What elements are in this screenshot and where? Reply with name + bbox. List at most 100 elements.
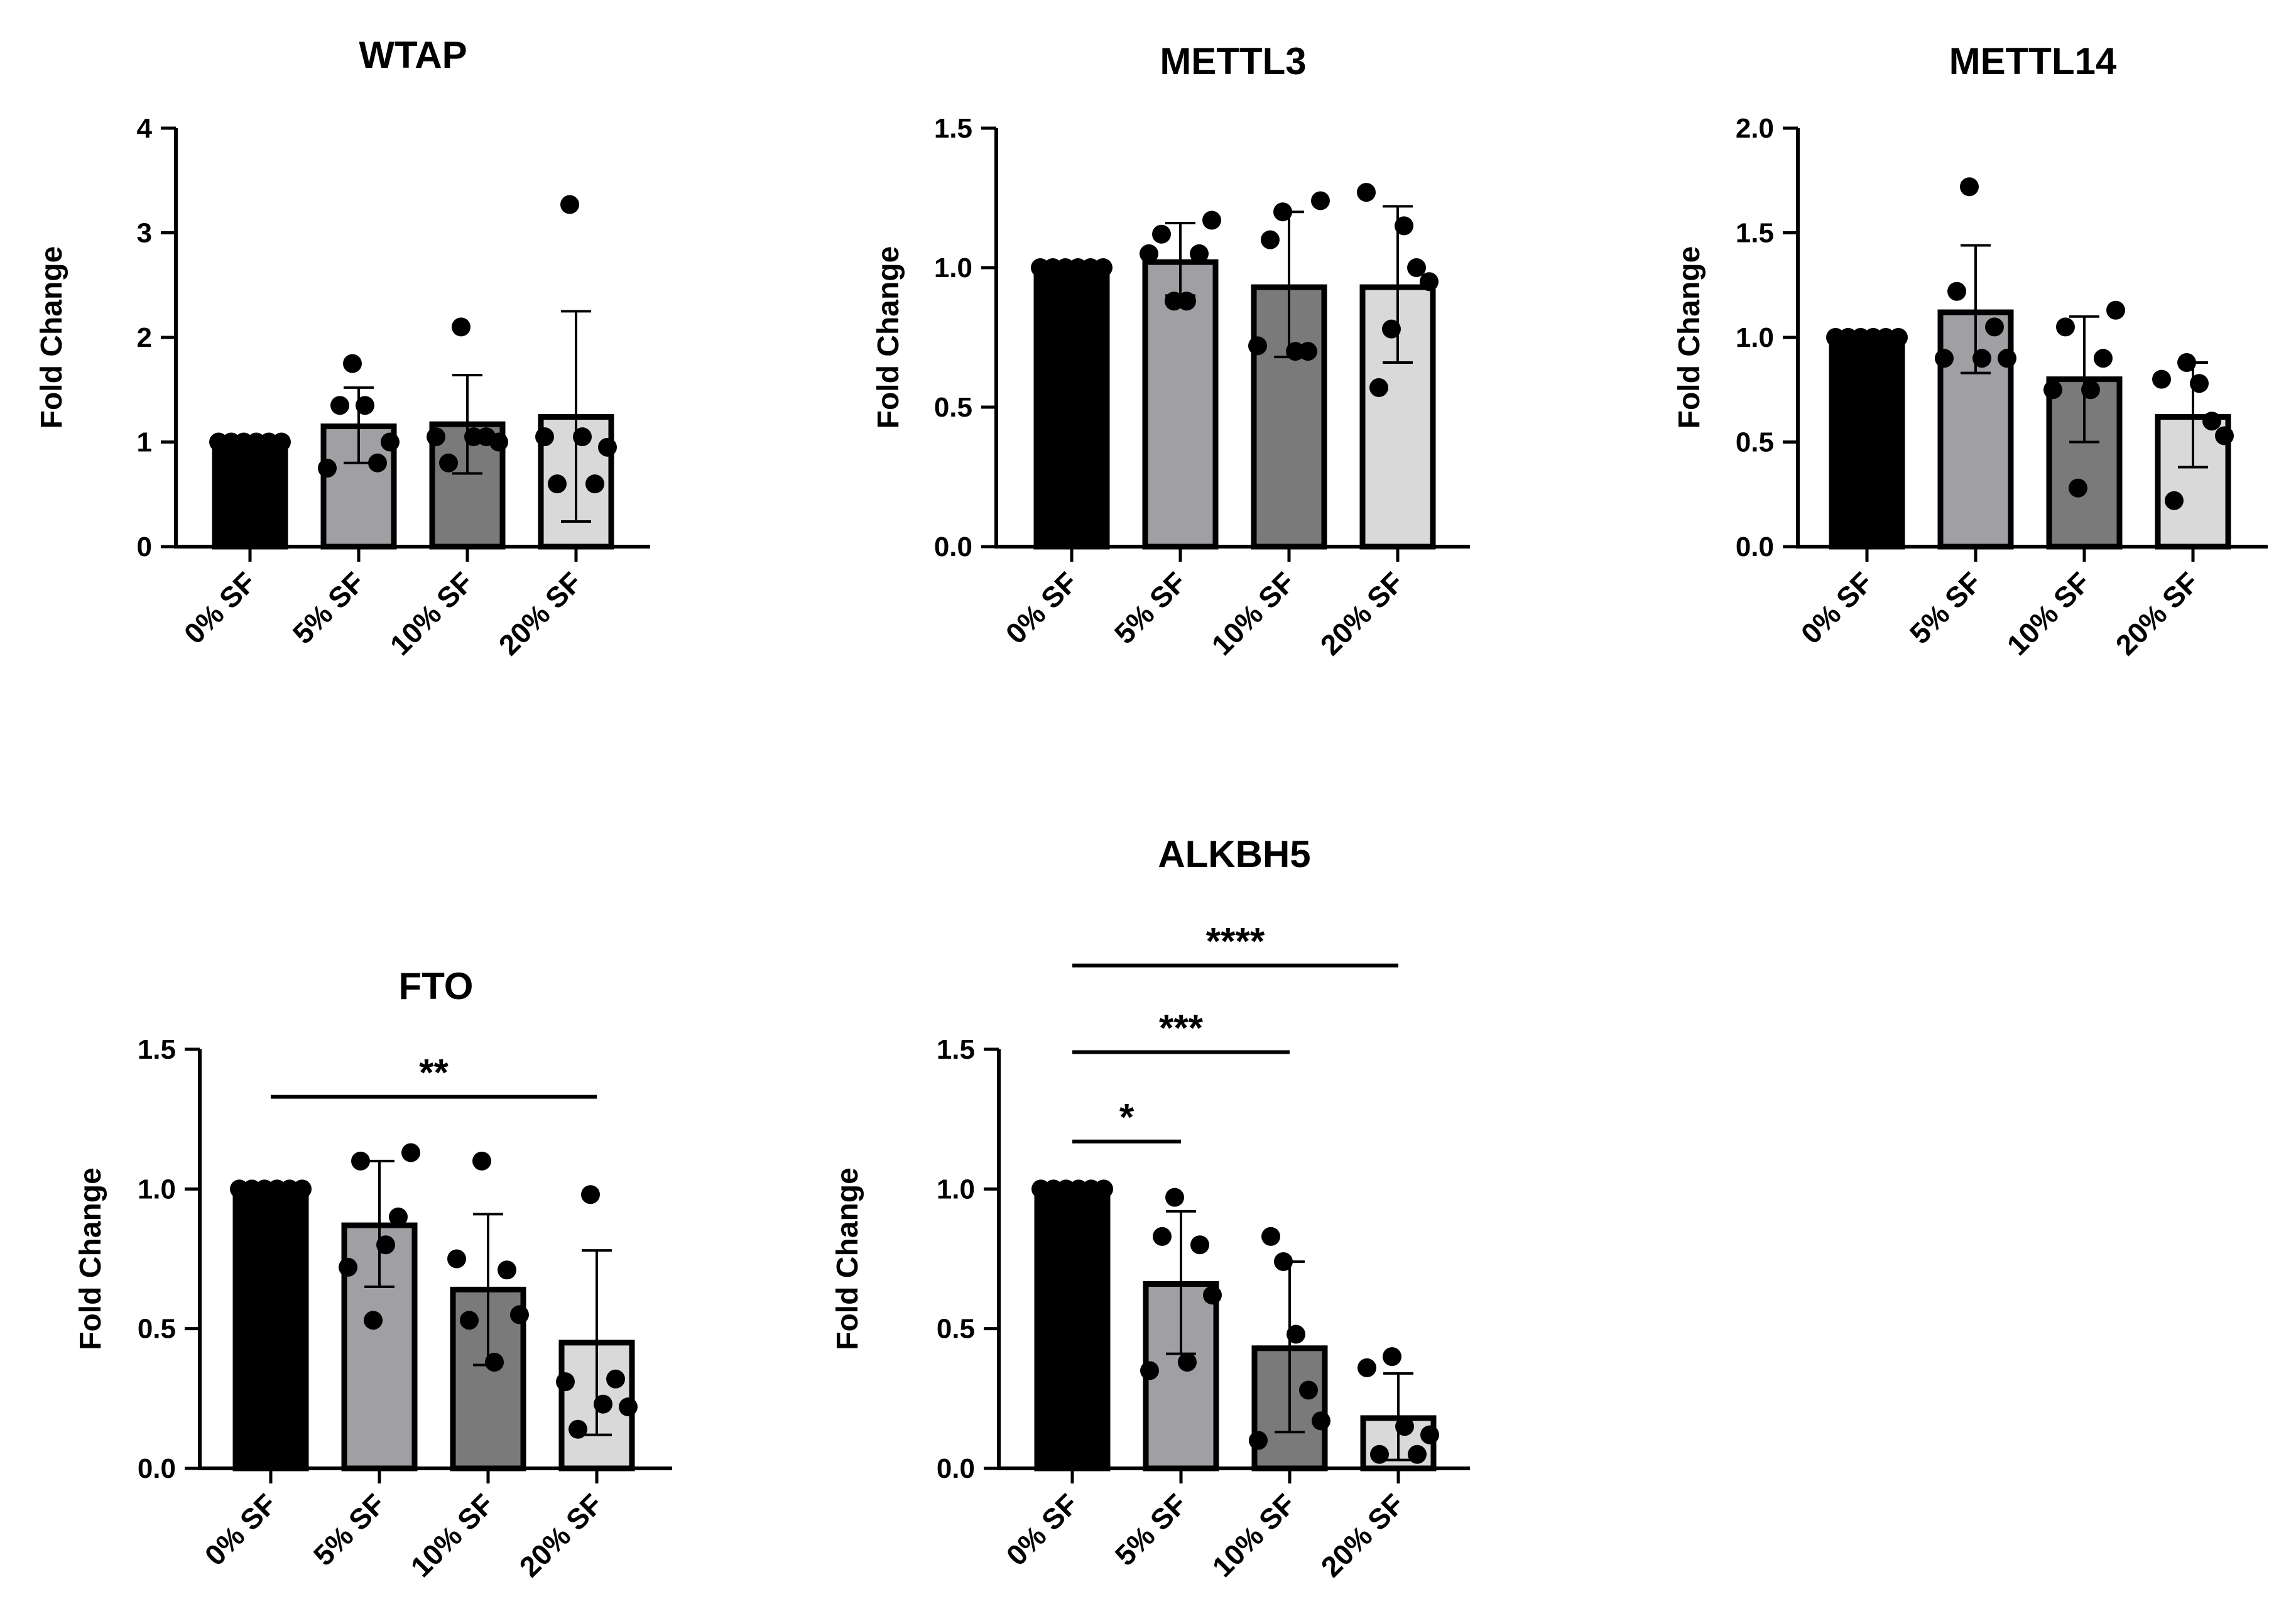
y-tick-label: 0.0 xyxy=(937,1453,975,1484)
data-point xyxy=(1972,349,1991,368)
data-point xyxy=(1369,378,1388,397)
data-point xyxy=(1190,244,1209,263)
data-point xyxy=(351,1151,370,1171)
data-point xyxy=(1407,258,1426,277)
data-point xyxy=(548,474,567,494)
data-point xyxy=(1420,1425,1439,1444)
y-tick-label: 1.0 xyxy=(937,1174,975,1204)
y-tick-label: 1.0 xyxy=(934,253,972,283)
data-point xyxy=(1094,1179,1113,1199)
data-point xyxy=(389,1207,408,1226)
data-point xyxy=(1311,191,1330,210)
data-point xyxy=(594,1394,612,1414)
y-tick-label: 0.5 xyxy=(1736,427,1774,458)
data-point xyxy=(1985,317,2004,337)
y-tick-label: 1.5 xyxy=(138,1034,176,1065)
data-point xyxy=(619,1397,638,1417)
data-point xyxy=(585,474,604,494)
x-tick-label-5-sf: 5% SF xyxy=(1108,565,1192,650)
data-point xyxy=(489,432,508,452)
y-tick-label: 0.0 xyxy=(934,532,972,562)
data-point xyxy=(1203,1286,1222,1305)
data-point xyxy=(606,1369,625,1389)
x-tick-label-20-sf: 20% SF xyxy=(1314,565,1410,661)
y-tick-label: 0.5 xyxy=(138,1314,176,1345)
bar-5-sf xyxy=(1142,259,1219,550)
data-point xyxy=(1312,1411,1330,1431)
y-tick-label: 1.5 xyxy=(934,113,972,144)
data-point xyxy=(272,432,291,452)
data-point xyxy=(1287,1324,1305,1344)
chart-alkbh5: ALKBH5 Fold Change 0.0 0.5 1.0 1.5 0% SF 5% SF 1… xyxy=(831,833,1470,1583)
chart-title: METTL14 xyxy=(1949,40,2117,82)
significance-label: *** xyxy=(1159,1007,1204,1049)
data-point xyxy=(1177,292,1196,311)
data-point xyxy=(1248,336,1267,356)
data-point xyxy=(293,1179,312,1199)
significance-bracket: **** xyxy=(1072,920,1398,968)
data-point xyxy=(1395,216,1413,236)
data-point xyxy=(1935,349,1954,368)
bar-0-sf xyxy=(232,1186,309,1472)
significance-label: **** xyxy=(1206,920,1265,963)
y-tick-label: 1.5 xyxy=(1736,218,1774,249)
x-tick-label-5-sf: 5% SF xyxy=(286,565,371,650)
data-point xyxy=(1152,224,1171,244)
y-tick-label: 4 xyxy=(137,113,153,144)
x-tick-label-10-sf: 10% SF xyxy=(384,565,479,661)
x-tick-label-0-sf: 0% SF xyxy=(999,565,1084,650)
y-tick-label: 0.5 xyxy=(937,1314,975,1345)
data-point xyxy=(460,1311,479,1330)
data-point xyxy=(447,1249,466,1269)
data-point xyxy=(1153,1226,1172,1246)
x-tick-label-20-sf: 20% SF xyxy=(1315,1487,1410,1583)
data-point xyxy=(1165,1188,1184,1207)
data-point xyxy=(2069,478,2087,498)
data-point xyxy=(343,354,362,373)
data-point xyxy=(1140,244,1158,263)
data-point xyxy=(1889,328,1908,347)
bar-10-sf xyxy=(2046,376,2123,550)
x-tick-label-0-sf: 0% SF xyxy=(1000,1487,1084,1571)
data-point xyxy=(1357,183,1376,202)
data-point xyxy=(2190,374,2209,393)
data-point xyxy=(2177,352,2196,372)
data-point xyxy=(1190,1235,1209,1255)
data-point xyxy=(1382,319,1401,339)
y-tick-label: 2.0 xyxy=(1736,113,1774,144)
chart-title: WTAP xyxy=(359,34,467,76)
data-point xyxy=(1261,230,1280,249)
x-tick-label-20-sf: 20% SF xyxy=(513,1487,609,1583)
data-point xyxy=(2106,300,2125,320)
significance-bracket: * xyxy=(1072,1096,1181,1144)
y-tick-label: 1.0 xyxy=(138,1174,176,1204)
chart-fto: FTO Fold Change 0.0 0.5 1.0 1.5 0% SF 5% SF 10% … xyxy=(74,965,672,1583)
data-point xyxy=(498,1260,516,1280)
x-tick-label-10-sf: 10% SF xyxy=(2001,565,2096,661)
bar-0-sf xyxy=(1829,334,1905,550)
data-point xyxy=(569,1419,587,1439)
data-point xyxy=(1298,342,1317,361)
data-point xyxy=(376,1235,395,1255)
data-point xyxy=(1140,1361,1159,1380)
y-tick-label: 1 xyxy=(137,427,152,458)
data-point xyxy=(330,396,349,415)
data-point xyxy=(368,453,387,472)
data-point xyxy=(1370,1444,1389,1464)
data-point xyxy=(2094,349,2113,368)
y-tick-label: 3 xyxy=(137,218,152,249)
x-tick-label-5-sf: 5% SF xyxy=(307,1487,391,1571)
chart-mettl3: METTL3 Fold Change 0.0 0.5 1.0 1.5 0% SF 5% SF 1… xyxy=(872,40,1470,662)
data-point xyxy=(1273,202,1292,222)
x-tick-label-20-sf: 20% SF xyxy=(2109,565,2205,661)
y-tick-label: 1.0 xyxy=(1736,322,1774,353)
data-point xyxy=(1357,1358,1376,1377)
data-point xyxy=(560,195,579,214)
bar-0-sf xyxy=(1034,1186,1111,1472)
data-point xyxy=(472,1151,491,1171)
data-point xyxy=(452,317,471,337)
data-point xyxy=(1299,1380,1318,1400)
significance-bracket: *** xyxy=(1072,1007,1290,1054)
data-point xyxy=(1383,1347,1401,1367)
